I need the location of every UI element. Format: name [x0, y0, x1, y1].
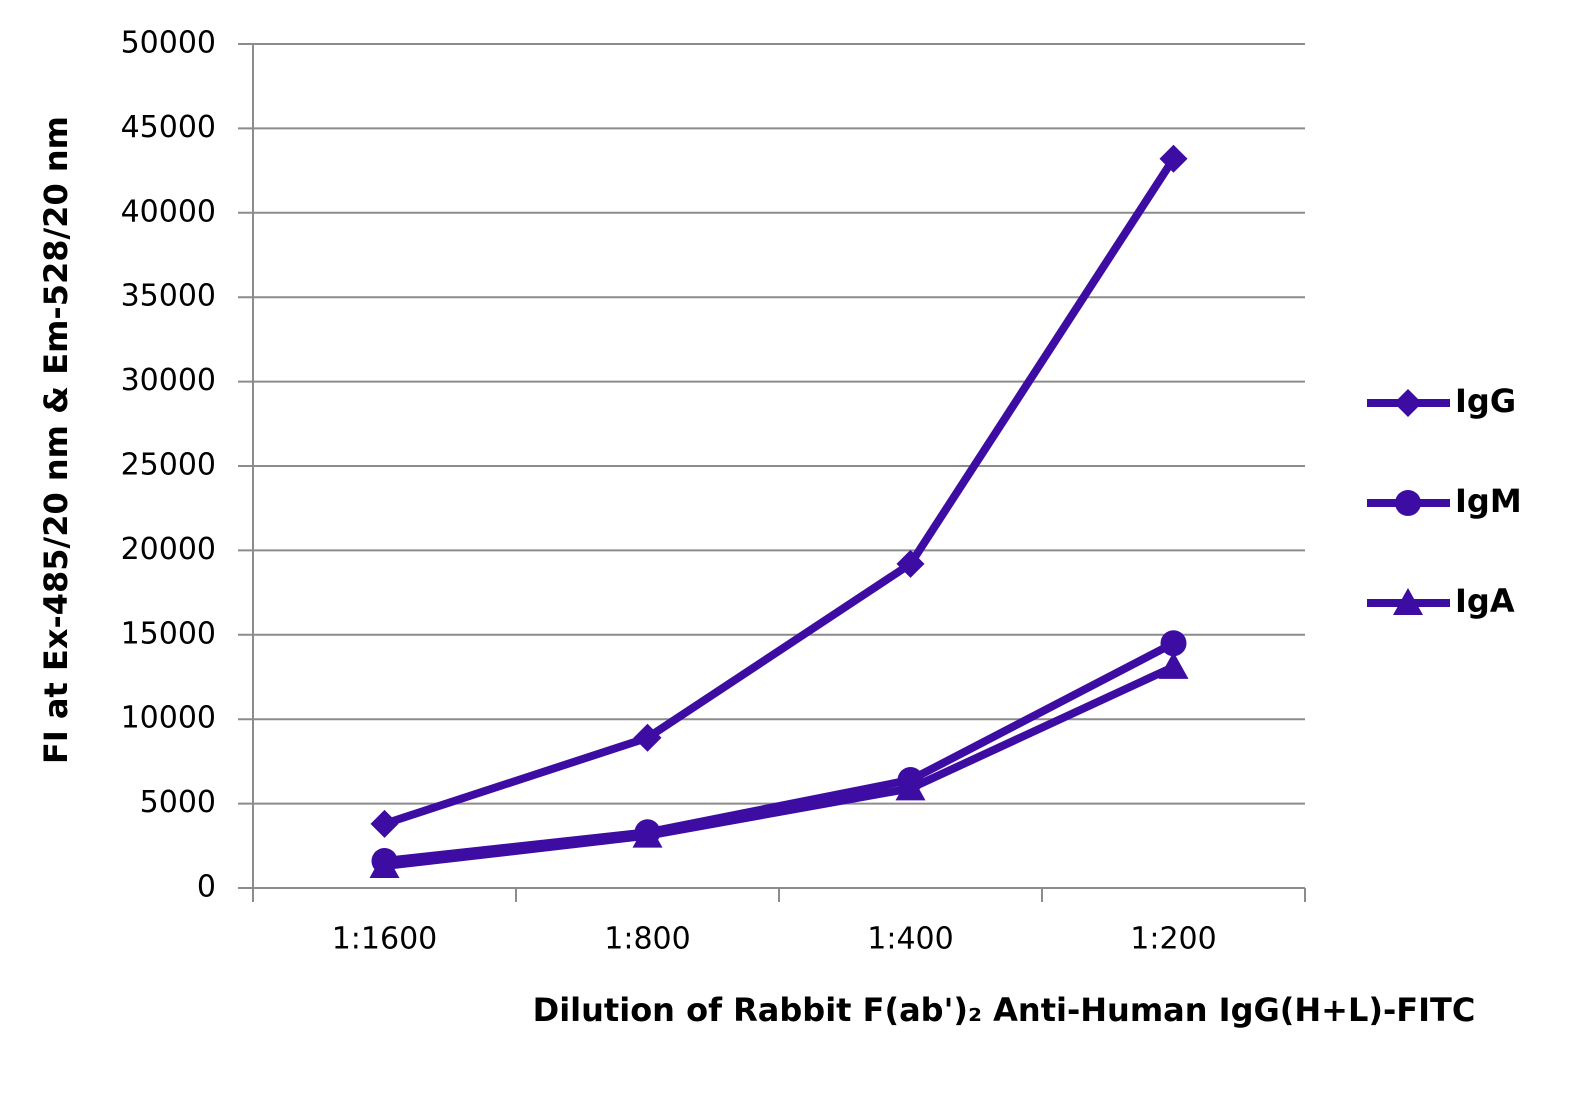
- legend-label: IgA: [1455, 582, 1515, 620]
- legend-marker: [1394, 389, 1422, 417]
- y-tick-label: 30000: [121, 363, 216, 398]
- data-point: [895, 773, 926, 801]
- legend-marker: [1395, 490, 1421, 516]
- x-tick-label: 1:800: [604, 922, 690, 957]
- x-tick-label: 1:1600: [332, 922, 438, 957]
- y-tick-label: 20000: [121, 532, 216, 567]
- series-line: [384, 639, 1176, 865]
- y-tick-label: 10000: [121, 701, 216, 736]
- y-tick-label: 25000: [121, 448, 216, 483]
- y-tick-label: 15000: [121, 616, 216, 651]
- legend-label: IgM: [1455, 482, 1522, 520]
- x-tick-label: 1:400: [867, 922, 953, 957]
- legend-label: IgG: [1455, 382, 1516, 420]
- y-tick-label: 5000: [140, 785, 216, 820]
- y-axis-title: FI at Ex-485/20 nm & Em-528/20 nm: [37, 116, 75, 764]
- data-point: [1160, 630, 1187, 657]
- data-point: [1158, 651, 1189, 679]
- data-point: [369, 851, 400, 879]
- y-tick-label: 50000: [121, 26, 216, 61]
- x-tick-label: 1:200: [1130, 922, 1216, 957]
- y-tick-label: 0: [197, 870, 216, 905]
- data-point: [370, 809, 399, 838]
- y-tick-label: 45000: [121, 110, 216, 145]
- legend-marker: [1393, 588, 1423, 615]
- y-tick-label: 40000: [121, 194, 216, 229]
- x-axis-title: Dilution of Rabbit F(ab')₂ Anti-Human Ig…: [533, 991, 1476, 1029]
- y-tick-label: 35000: [121, 279, 216, 314]
- data-point: [1159, 144, 1188, 173]
- data-point: [632, 820, 663, 848]
- series-line: [383, 156, 1177, 828]
- data-point: [896, 549, 925, 578]
- series-line: [384, 663, 1176, 871]
- data-point: [633, 723, 662, 752]
